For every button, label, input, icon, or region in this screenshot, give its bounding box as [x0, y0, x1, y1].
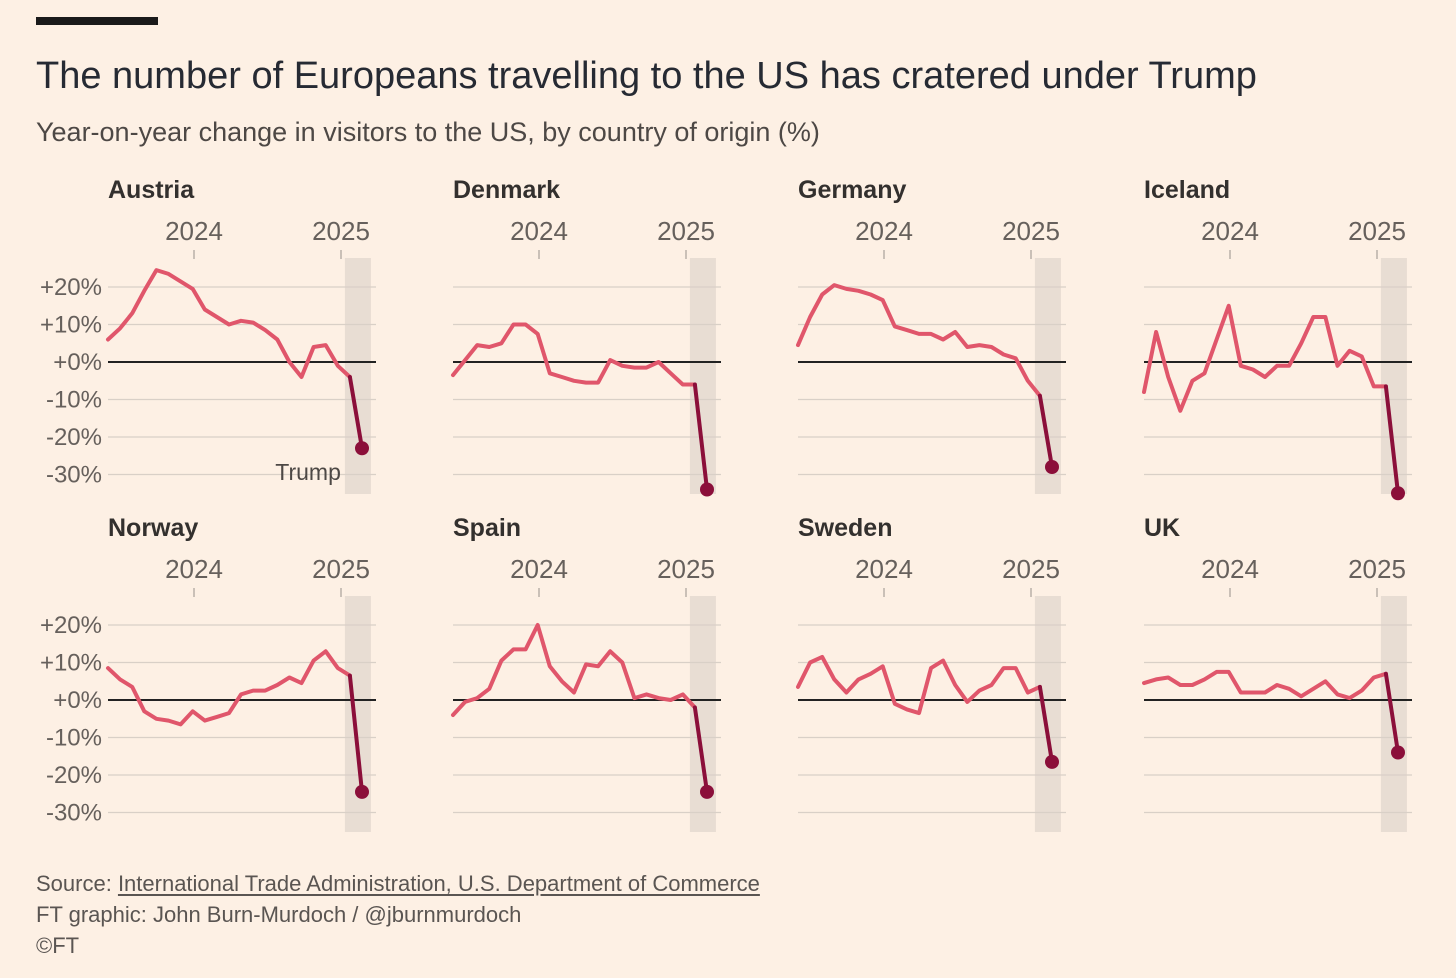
trump-segment-denmark: [692, 382, 709, 492]
norway-x-tick-label-2024: 2024: [165, 554, 223, 584]
y-tick-label: +20%: [40, 612, 102, 639]
latest-point-austria: [355, 441, 369, 456]
y-tick-label: -30%: [46, 800, 102, 827]
uk-x-tick-label-2025: 2025: [1348, 554, 1406, 584]
norway-x-tick-label-2025: 2025: [312, 554, 370, 584]
iceland-x-tick-label-2025: 2025: [1348, 216, 1406, 246]
series-line-denmark: [451, 322, 697, 387]
y-tick-label: +10%: [40, 650, 102, 677]
series-line-uk: [1142, 669, 1388, 701]
series-line-spain: [451, 623, 697, 717]
chart-title: The number of Europeans travelling to th…: [36, 55, 1257, 97]
series-line-austria: [106, 268, 352, 379]
series-line-iceland: [1142, 303, 1388, 413]
latest-point-norway: [355, 784, 369, 799]
austria-x-tick-label-2025: 2025: [312, 216, 370, 246]
panel-title-spain: Spain: [453, 514, 521, 542]
latest-point-iceland: [1391, 486, 1405, 501]
credit-line: FT graphic: John Burn-Murdoch / @jburnmu…: [36, 902, 522, 927]
latest-point-denmark: [700, 482, 714, 497]
series-line-sweden: [796, 654, 1042, 716]
trump-segment-uk: [1383, 671, 1400, 755]
sweden-x-tick-label-2025: 2025: [1002, 554, 1060, 584]
panel-title-uk: UK: [1144, 514, 1180, 542]
latest-point-sweden: [1045, 754, 1059, 769]
latest-point-spain: [700, 784, 714, 799]
source-prefix: Source:: [36, 871, 118, 896]
panel-title-denmark: Denmark: [453, 176, 560, 204]
germany-x-tick-label-2025: 2025: [1002, 216, 1060, 246]
series-line-norway: [106, 649, 352, 727]
panel-title-sweden: Sweden: [798, 514, 892, 542]
sweden-x-tick-label-2024: 2024: [855, 554, 913, 584]
denmark-x-tick-label-2024: 2024: [510, 216, 568, 246]
austria-x-tick-label-2024: 2024: [165, 216, 223, 246]
copyright-line: ©FT: [36, 933, 80, 958]
y-tick-label: -20%: [46, 762, 102, 789]
panel-title-austria: Austria: [108, 176, 195, 204]
panel-title-germany: Germany: [798, 176, 906, 204]
sweden-trump-band: [1034, 596, 1061, 832]
trump-segment-norway: [347, 673, 364, 794]
trump-segment-sweden: [1037, 684, 1054, 764]
y-tick-label: +0%: [53, 349, 102, 376]
y-tick-label: +20%: [40, 274, 102, 301]
y-tick-label: -10%: [46, 387, 102, 414]
trump-segment-germany: [1037, 393, 1054, 469]
uk-x-tick-label-2024: 2024: [1201, 554, 1259, 584]
spain-x-tick-label-2024: 2024: [510, 554, 568, 584]
series-line-germany: [796, 283, 1042, 398]
trump-segment-spain: [692, 705, 709, 794]
y-tick-label: +0%: [53, 687, 102, 714]
y-tick-label: +10%: [40, 312, 102, 339]
iceland-x-tick-label-2024: 2024: [1201, 216, 1259, 246]
brand-top-bar: [36, 17, 158, 25]
latest-point-uk: [1391, 745, 1405, 760]
chart-footer: Source: International Trade Administrati…: [36, 868, 760, 961]
trump-annotation: Trump: [275, 459, 341, 485]
source-link[interactable]: International Trade Administration, U.S.…: [117, 871, 760, 896]
germany-x-tick-label-2024: 2024: [855, 216, 913, 246]
y-tick-label: -30%: [46, 462, 102, 489]
panel-title-iceland: Iceland: [1144, 176, 1230, 204]
spain-x-tick-label-2025: 2025: [657, 554, 715, 584]
germany-trump-band: [1034, 258, 1061, 494]
chart-subtitle: Year-on-year change in visitors to the U…: [36, 117, 820, 147]
trump-segment-austria: [347, 375, 364, 451]
trump-segment-iceland: [1383, 384, 1400, 496]
source-line: Source: International Trade Administrati…: [36, 868, 760, 899]
denmark-x-tick-label-2025: 2025: [657, 216, 715, 246]
y-tick-label: -10%: [46, 725, 102, 752]
y-tick-label: -20%: [46, 424, 102, 451]
panel-title-norway: Norway: [108, 514, 198, 542]
latest-point-germany: [1045, 460, 1059, 474]
